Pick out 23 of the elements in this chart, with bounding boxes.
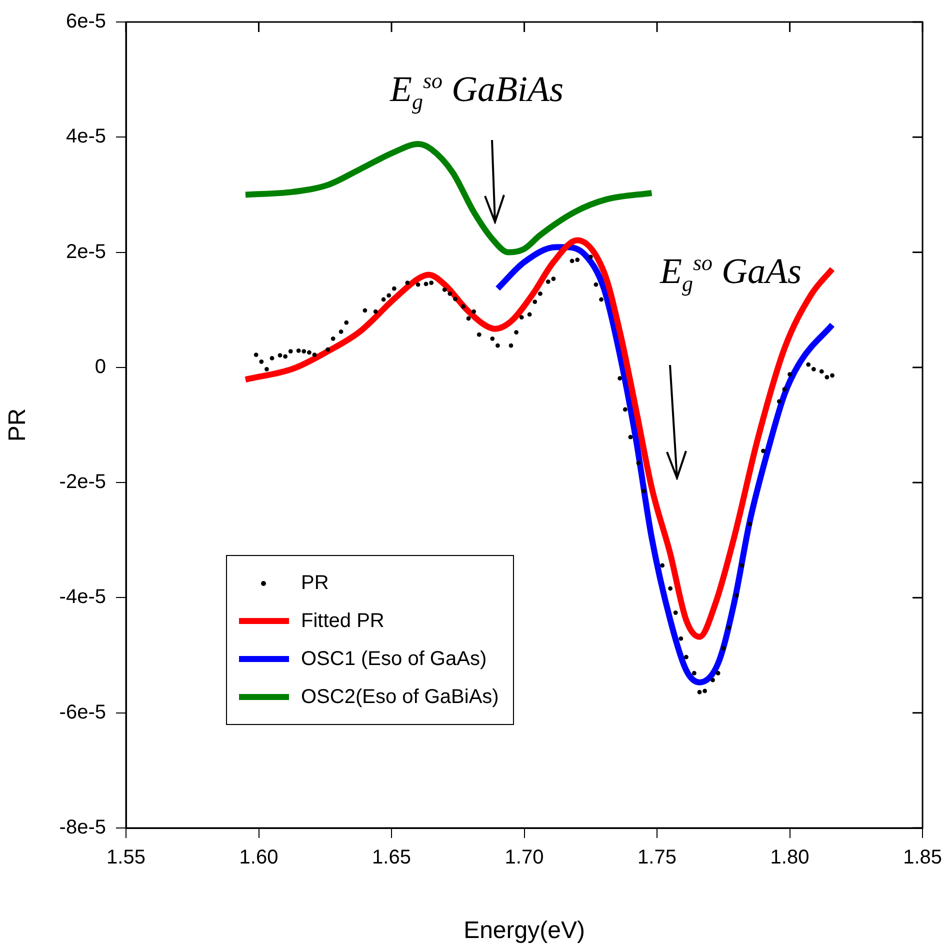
legend-label: PR (301, 572, 329, 594)
y-tick-label: -6e-5 (59, 701, 106, 724)
y-tick-label: -8e-5 (59, 816, 106, 839)
x-axis-title: Energy(eV) (464, 917, 585, 944)
x-tick-label: 1.75 (638, 846, 676, 869)
x-tick-label: 1.65 (372, 846, 411, 869)
legend-label: OSC1 (Eso of GaAs) (301, 648, 487, 670)
y-tick-label: 6e-5 (66, 10, 106, 33)
y-tick-label: 0 (94, 356, 106, 378)
x-tick-label: 1.80 (770, 846, 810, 869)
x-tick-label: 1.55 (106, 846, 146, 869)
annotation: E$_{g}$$^{so}$ GaAs (660, 250, 802, 298)
y-tick-label: -4e-5 (59, 586, 106, 608)
legend-label: OSC2(Eso of GaBiAs) (301, 686, 499, 708)
y-tick-label: -2e-5 (59, 471, 106, 494)
x-tick-label: 1.85 (903, 846, 942, 869)
x-tick-label: 1.70 (504, 846, 544, 869)
y-tick-label: 2e-5 (66, 240, 106, 263)
legend-label: Fitted PR (301, 610, 384, 632)
x-tick-label: 1.60 (239, 846, 278, 869)
annotation: E$_{g}$$^{so}$ GaBiAs (390, 68, 564, 116)
y-axis-title: PR (4, 408, 32, 442)
y-tick-label: 4e-5 (66, 126, 106, 148)
